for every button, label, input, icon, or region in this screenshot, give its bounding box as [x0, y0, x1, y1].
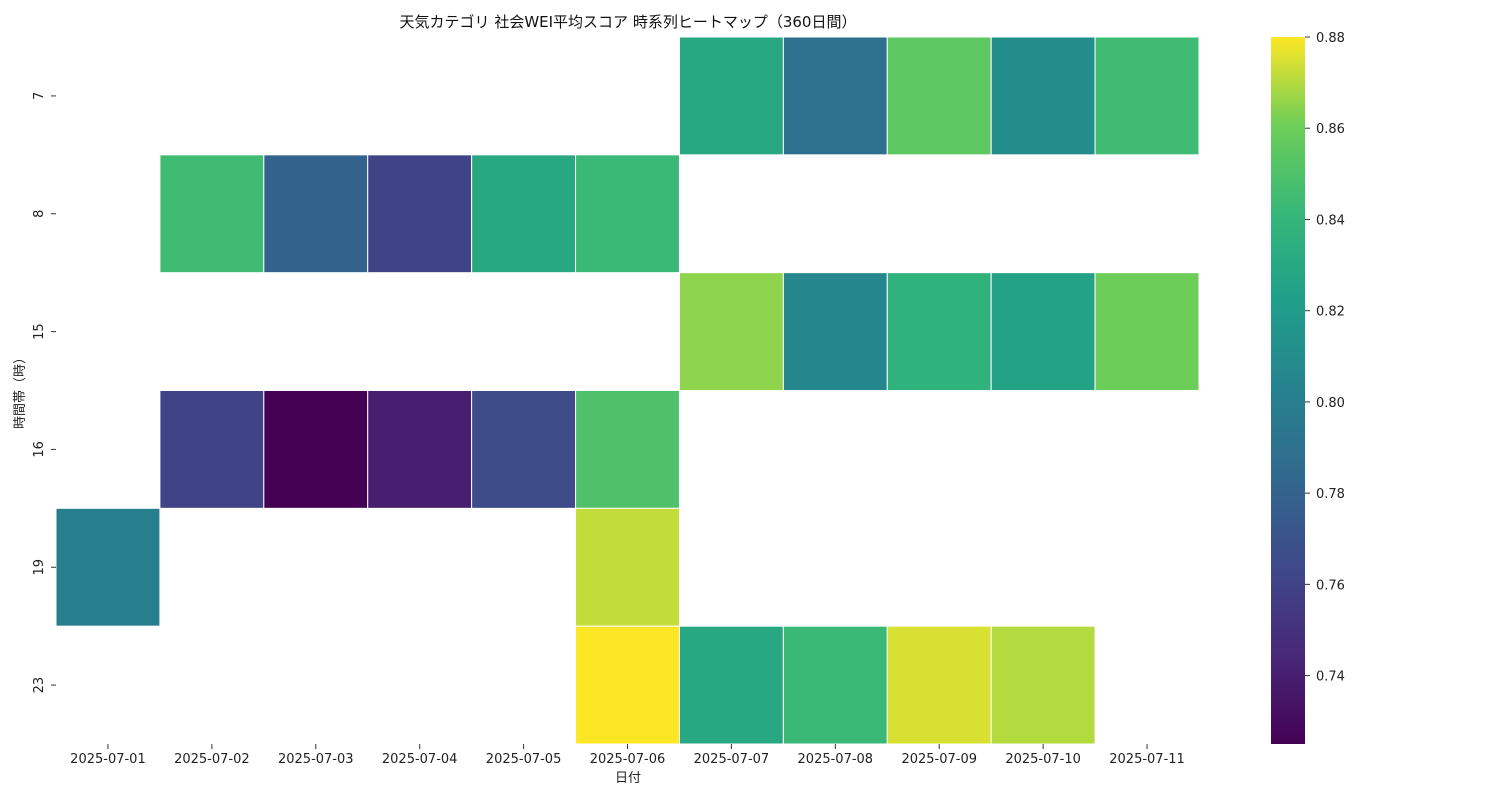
heatmap-cell: [159, 154, 265, 274]
heatmap-cell: [886, 36, 992, 156]
colorbar-tick-label: 0.84: [1316, 213, 1345, 228]
colorbar-tick-label: 0.76: [1316, 578, 1345, 593]
colorbar: [1271, 37, 1305, 744]
x-tick-label: 2025-07-05: [486, 752, 562, 767]
heatmap-cell: [159, 390, 265, 509]
colorbar-ticks: 0.74 0.76 0.78 0.80 0.82 0.84 0.86 0.88: [1305, 31, 1345, 685]
y-tick-label: 19: [32, 559, 47, 576]
colorbar-tick-label: 0.86: [1316, 122, 1345, 137]
heatmap-cell: [886, 625, 992, 745]
x-tick-label: 2025-07-08: [798, 752, 874, 767]
y-tick-label: 23: [32, 677, 47, 694]
x-tick-label: 2025-07-09: [901, 752, 977, 767]
y-tick-label: 7: [32, 92, 47, 100]
heatmap-cell: [263, 154, 369, 274]
colorbar-tick-label: 0.80: [1316, 396, 1345, 411]
heatmap-cell: [990, 625, 1096, 745]
heatmap-cell: [575, 390, 680, 509]
heatmap-cell: [678, 36, 784, 156]
x-tick-label: 2025-07-01: [70, 752, 146, 767]
heatmap-cell: [678, 272, 784, 391]
heatmap-cell: [782, 625, 888, 745]
y-axis-label: 時間帯（時）: [13, 351, 28, 429]
y-tick-label: 16: [32, 441, 47, 458]
y-tick-label: 8: [32, 210, 47, 218]
heatmap-cell: [471, 154, 577, 274]
heatmap-cell: [1094, 272, 1200, 391]
heatmap-cell: [886, 272, 992, 391]
heatmap-cell: [471, 390, 577, 509]
x-tick-label: 2025-07-10: [1005, 752, 1081, 767]
x-tick-label: 2025-07-06: [590, 752, 666, 767]
colorbar-tick-label: 0.74: [1316, 670, 1345, 685]
heatmap-cell: [575, 625, 680, 745]
heatmap-cell: [55, 507, 161, 627]
colorbar-tick-label: 0.82: [1316, 305, 1345, 320]
x-tick-label: 2025-07-04: [382, 752, 458, 767]
colorbar-tick-label: 0.88: [1316, 31, 1345, 46]
heatmap-cell: [575, 154, 680, 274]
heatmap-cell: [1094, 36, 1200, 156]
y-axis-ticks: 7 8 15 16 19 23: [32, 92, 56, 694]
heatmap-cell: [367, 390, 473, 509]
x-tick-label: 2025-07-07: [694, 752, 770, 767]
heatmap-cell: [678, 625, 784, 745]
heatmap-cell: [367, 154, 473, 274]
x-axis-label: 日付: [615, 771, 641, 786]
x-tick-label: 2025-07-03: [278, 752, 354, 767]
colorbar-tick-label: 0.78: [1316, 487, 1345, 502]
x-tick-label: 2025-07-02: [174, 752, 250, 767]
heatmap-cells: [55, 36, 1200, 745]
heatmap-cell: [990, 36, 1096, 156]
heatmap-cell: [990, 272, 1096, 391]
heatmap-cell: [263, 390, 369, 509]
heatmap-cell: [782, 36, 888, 156]
y-tick-label: 15: [32, 323, 47, 340]
x-tick-label: 2025-07-11: [1109, 752, 1185, 767]
x-axis-ticks: 2025-07-01 2025-07-02 2025-07-03 2025-07-04…: [70, 744, 1185, 767]
heatmap-cell: [782, 272, 888, 391]
chart-title: 天気カテゴリ 社会WEI平均スコア 時系列ヒートマップ（360日間）: [400, 13, 857, 31]
heatmap-cell: [575, 507, 680, 627]
